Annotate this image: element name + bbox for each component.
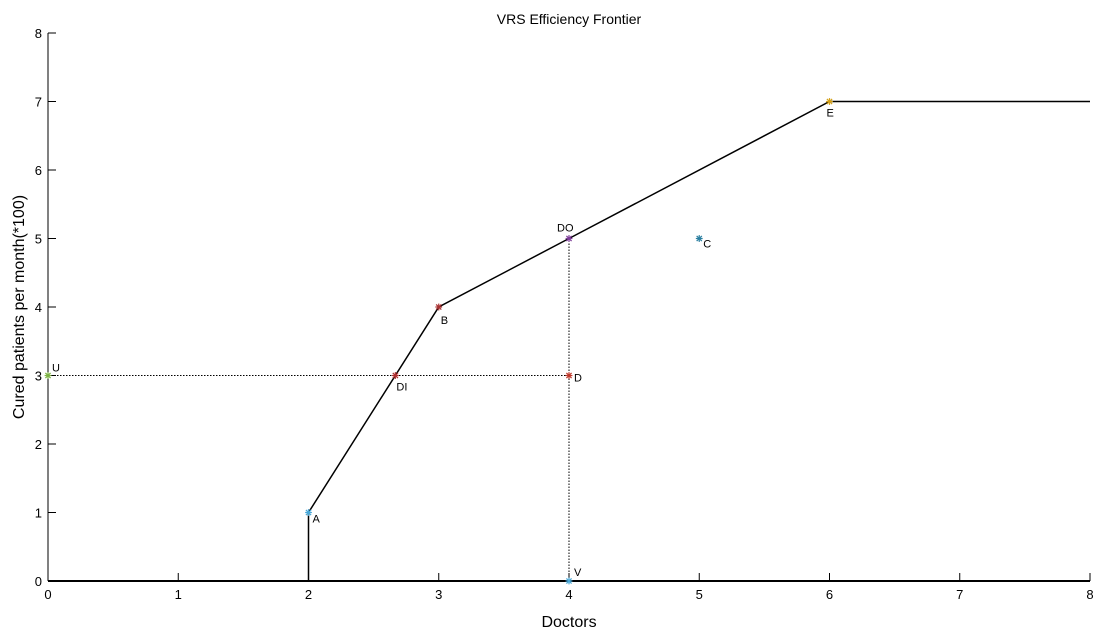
x-tick-label: 1 [175, 587, 182, 602]
frontier-line [307, 100, 1090, 581]
point-d: D [565, 372, 582, 385]
projection-lines [48, 238, 570, 581]
x-tick-label: 4 [565, 587, 572, 602]
point-do: DO [557, 223, 574, 242]
point-c: C [695, 235, 711, 251]
point-a: A [305, 509, 321, 526]
y-tick-label: 7 [35, 95, 42, 110]
y-tick-label: 3 [35, 369, 42, 384]
point-u: U [44, 363, 60, 379]
point-label: V [574, 567, 582, 579]
y-tick-label: 2 [35, 437, 42, 452]
point-label: C [703, 239, 711, 251]
y-tick-label: 1 [35, 506, 42, 521]
point-label: A [313, 514, 321, 526]
point-label: B [441, 315, 448, 327]
point-v: V [565, 567, 582, 585]
point-di: DI [391, 372, 407, 394]
point-b: B [435, 303, 448, 327]
point-e: E [826, 98, 834, 120]
x-tick-label: 7 [956, 587, 963, 602]
axes: 0 1 2 3 4 5 6 7 8 0 1 2 3 4 5 6 7 8 [35, 26, 1094, 602]
x-tick-label: 5 [696, 587, 703, 602]
point-label: U [52, 363, 60, 375]
point-label: DI [396, 382, 407, 394]
frontier [307, 100, 1090, 581]
y-tick-label: 0 [35, 574, 42, 589]
y-axis-label: Cured patients per month(*100) [11, 195, 28, 419]
point-label: D [574, 373, 582, 385]
x-axis-label: Doctors [541, 614, 596, 631]
point-label: DO [557, 223, 574, 235]
x-tick-label: 3 [435, 587, 442, 602]
y-tick-label: 8 [35, 26, 42, 41]
data-points: A B C D E DI DO U V [44, 98, 834, 585]
x-tick-label: 6 [826, 587, 833, 602]
y-tick-label: 6 [35, 163, 42, 178]
chart-title: VRS Efficiency Frontier [497, 11, 642, 27]
y-tick-label: 5 [35, 232, 42, 247]
x-tick-label: 8 [1086, 587, 1093, 602]
point-label: E [827, 108, 834, 120]
x-tick-label: 0 [44, 587, 51, 602]
y-tick-label: 4 [35, 300, 42, 315]
x-tick-label: 2 [305, 587, 312, 602]
